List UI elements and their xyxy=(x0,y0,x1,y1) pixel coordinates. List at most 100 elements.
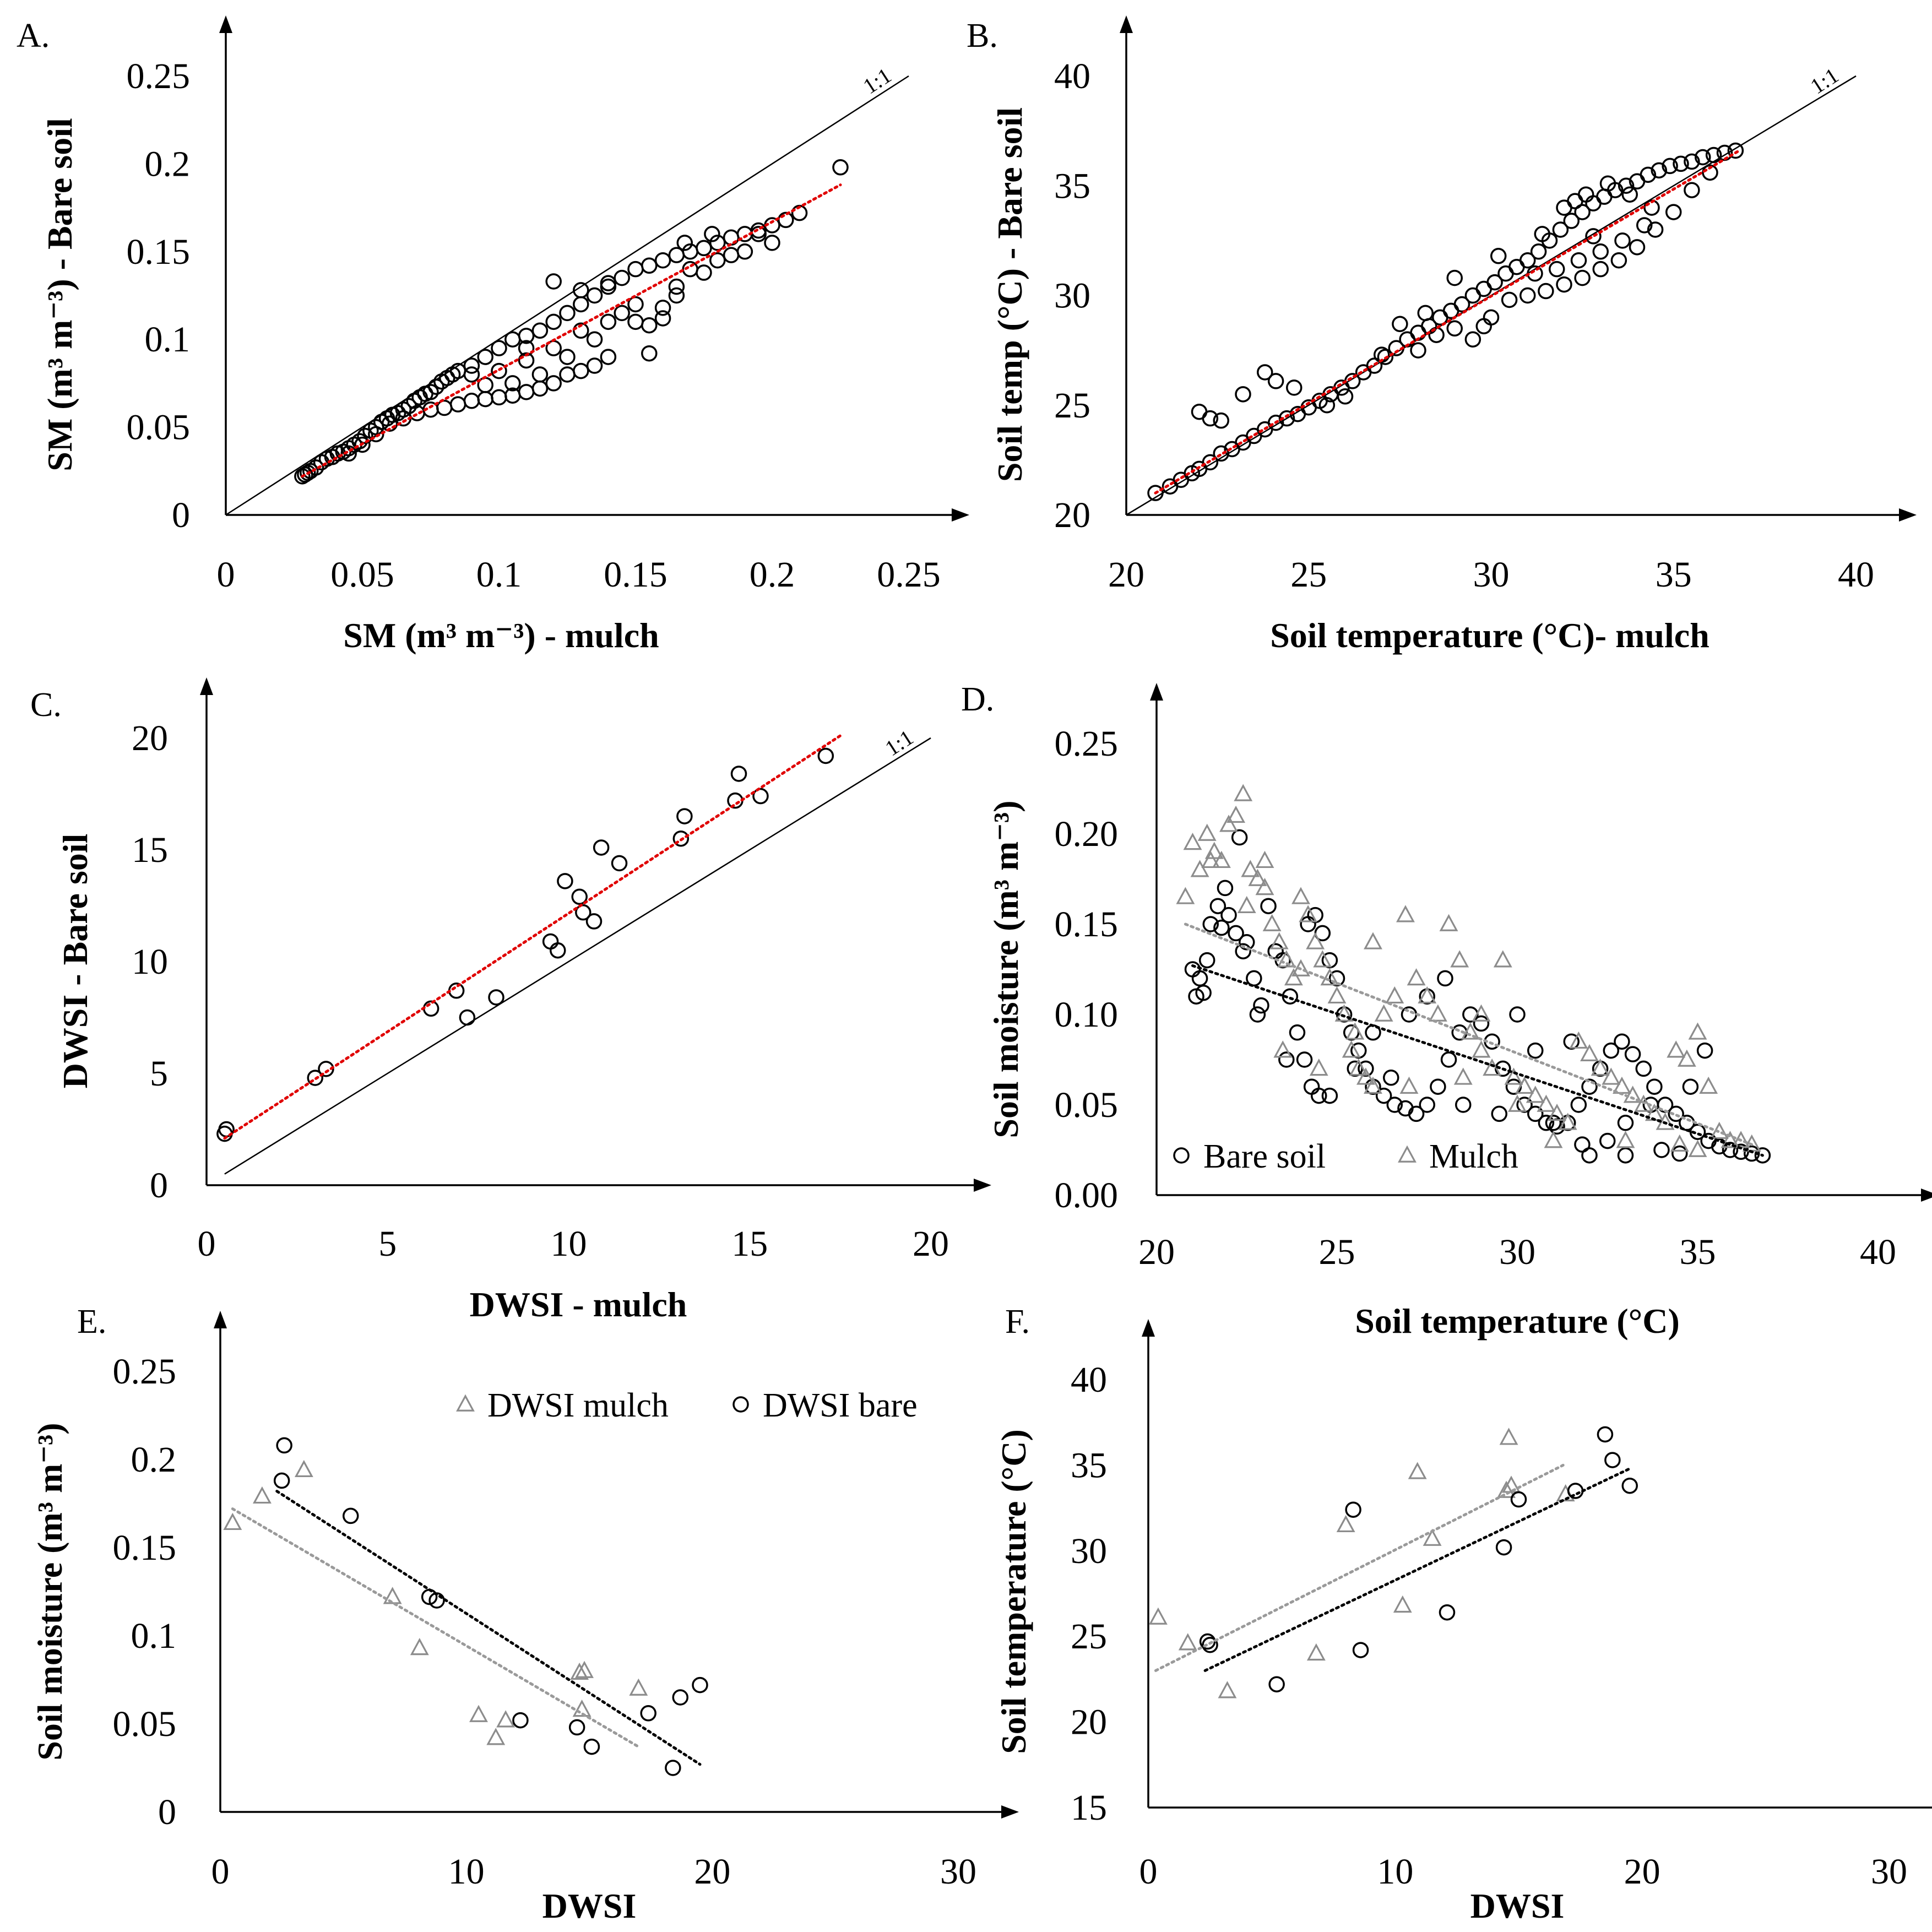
data-point xyxy=(545,313,562,330)
data-point xyxy=(1483,309,1500,326)
data-point xyxy=(1549,261,1565,278)
data-point xyxy=(1366,357,1383,374)
trend-line xyxy=(1154,149,1741,495)
y-tick-label: 0 xyxy=(158,1792,176,1832)
x-tick-label: 0.15 xyxy=(604,555,667,595)
data-point xyxy=(1591,1059,1610,1076)
data-point xyxy=(1320,968,1339,986)
x-tick-label: 40 xyxy=(1860,1232,1896,1272)
data-point xyxy=(1417,305,1434,322)
data-point xyxy=(1602,1067,1621,1085)
data-point xyxy=(1534,226,1550,242)
data-point xyxy=(573,322,589,339)
data-point xyxy=(1407,968,1426,986)
data-point xyxy=(491,340,507,356)
data-point xyxy=(1667,1040,1686,1058)
data-point xyxy=(1289,1024,1306,1041)
x-tick-label: 35 xyxy=(1680,1232,1716,1272)
data-point xyxy=(1464,331,1481,348)
data-point xyxy=(518,328,535,344)
x-tick-label: 20 xyxy=(913,1224,949,1264)
y-tick-label: 0.25 xyxy=(113,1352,177,1392)
x-axis-arrow-icon xyxy=(952,508,969,522)
data-point xyxy=(1453,296,1470,313)
data-point xyxy=(1198,952,1215,969)
data-point xyxy=(1248,869,1267,886)
trend-line xyxy=(1191,964,1764,1157)
legend-marker-icon xyxy=(456,1394,475,1412)
data-point xyxy=(1592,243,1609,260)
x-tick-label: 0 xyxy=(211,1852,230,1892)
y-tick-label: 0 xyxy=(150,1165,168,1206)
data-point xyxy=(1237,896,1256,914)
data-point xyxy=(629,1678,648,1696)
data-point xyxy=(1473,1015,1490,1032)
data-point xyxy=(1499,1428,1518,1445)
data-point xyxy=(463,366,480,383)
data-point xyxy=(1439,914,1458,931)
data-point xyxy=(1727,142,1744,159)
data-point xyxy=(1408,1105,1425,1122)
x-tick-label: 15 xyxy=(731,1224,768,1264)
data-point xyxy=(1269,932,1289,949)
x-tick-label: 0.2 xyxy=(750,555,795,595)
data-point xyxy=(1647,221,1664,238)
data-point xyxy=(1621,186,1638,203)
data-point xyxy=(586,287,603,304)
data-point xyxy=(1556,276,1572,293)
data-point xyxy=(1493,950,1512,968)
data-point xyxy=(1202,454,1219,471)
data-point xyxy=(1574,204,1591,220)
data-point xyxy=(1733,1143,1749,1160)
y-tick-label: 0.05 xyxy=(127,408,191,448)
data-point xyxy=(1278,410,1295,427)
y-axis-title: DWSI - Bare soil xyxy=(56,834,95,1089)
x-axis-title: Soil temperature (°C)- mulch xyxy=(1270,616,1710,655)
y-tick-label: 15 xyxy=(132,830,168,870)
x-tick-label: 0.1 xyxy=(476,555,522,595)
series-dwsi-mulch xyxy=(223,1459,648,1745)
y-tick-label: 20 xyxy=(1071,1702,1107,1743)
data-point xyxy=(1178,1633,1197,1651)
data-point xyxy=(1519,287,1536,304)
data-point xyxy=(600,349,617,365)
data-point xyxy=(1581,1078,1598,1095)
data-point xyxy=(1651,162,1667,179)
legend-label: DWSI bare xyxy=(763,1387,918,1424)
data-point xyxy=(1337,388,1354,405)
data-point xyxy=(491,362,507,379)
data-point xyxy=(307,1070,323,1086)
data-point xyxy=(1255,878,1274,896)
x-axis-arrow-icon xyxy=(1899,508,1917,522)
data-point xyxy=(1306,1643,1326,1661)
y-tick-label: 0.2 xyxy=(131,1440,177,1480)
legend-marker-icon xyxy=(1173,1147,1190,1164)
data-point xyxy=(817,747,834,764)
data-point xyxy=(1538,1115,1555,1131)
data-point xyxy=(1585,228,1602,245)
data-point xyxy=(1684,182,1700,198)
trend-line xyxy=(1203,1467,1631,1672)
data-point xyxy=(709,252,726,269)
data-point xyxy=(559,305,576,322)
data-point xyxy=(1461,1022,1480,1040)
data-point xyxy=(1502,1475,1521,1493)
data-point xyxy=(692,1676,708,1694)
data-point xyxy=(676,235,693,251)
data-point xyxy=(573,282,589,299)
data-point xyxy=(1273,1040,1293,1058)
data-point xyxy=(1510,1491,1527,1508)
trend-line xyxy=(301,183,842,478)
data-point xyxy=(1342,1040,1361,1058)
data-point xyxy=(1673,155,1689,172)
data-point xyxy=(1569,1031,1588,1049)
data-point xyxy=(1345,1501,1361,1518)
data-point xyxy=(1307,907,1323,924)
data-point xyxy=(1618,177,1635,194)
data-point xyxy=(1313,950,1332,968)
data-point xyxy=(611,855,628,872)
data-point xyxy=(614,305,630,322)
data-point xyxy=(600,275,617,291)
x-tick-label: 10 xyxy=(551,1224,587,1264)
data-point xyxy=(1705,146,1722,164)
